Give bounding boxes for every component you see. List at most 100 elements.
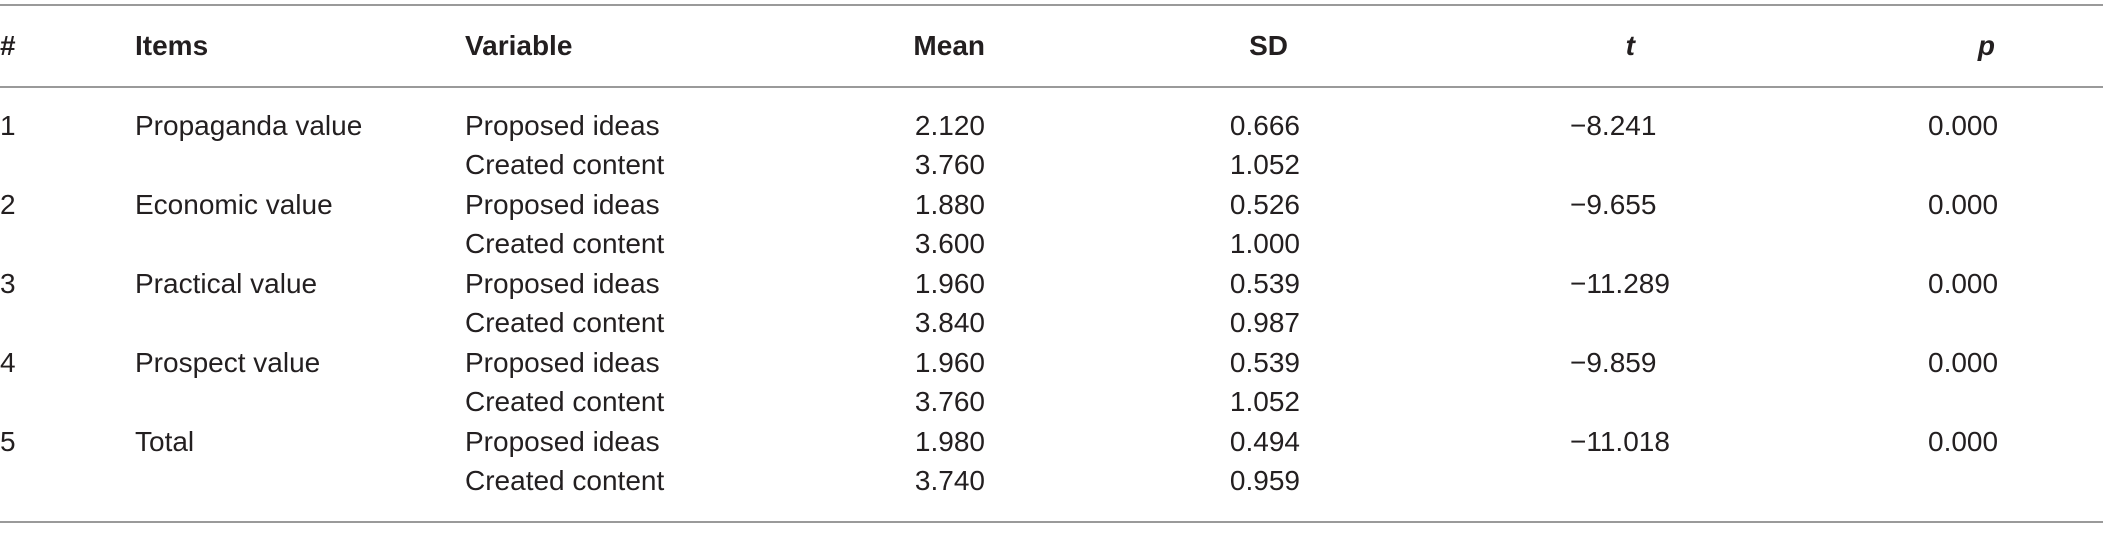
cell-p: 0.000 [1928,346,1999,378]
cell-num [0,225,135,265]
cell-spacer [1998,146,2103,186]
cell-t [1570,304,1655,344]
cell-t [1570,146,1655,186]
table-row: Created content 3.760 1.052 [0,146,2103,186]
cell-spacer [985,87,1225,146]
cell-spacer [1300,462,1570,523]
cell-item [135,383,465,423]
cell-sd: 0.959 [1229,465,1300,497]
header-spacer [1998,5,2103,87]
header-p-label: p [1977,30,1995,61]
cell-spacer [1300,422,1570,462]
header-row: # Items Variable Mean SD t p [0,5,2103,87]
cell-variable: Proposed ideas [465,267,660,299]
cell-spacer [1998,462,2103,523]
cell-p: 0.000 [1928,425,1999,457]
cell-p [1928,383,1998,423]
header-p: p [1928,5,1998,87]
cell-spacer [985,185,1225,225]
header-sd-label: SD [1249,30,1288,61]
cell-sd: 1.000 [1229,228,1300,260]
cell-item [135,146,465,186]
cell-spacer [1998,383,2103,423]
cell-sd: 0.987 [1229,307,1300,339]
cell-spacer [1998,304,2103,344]
cell-spacer [985,304,1225,344]
cell-spacer [1998,422,2103,462]
header-spacer [985,5,1225,87]
cell-num: 5 [0,425,16,457]
header-items: Items [135,30,209,61]
cell-spacer [1655,343,1928,383]
cell-spacer [1655,462,1928,523]
cell-spacer [1300,87,1570,146]
cell-t [1570,462,1655,523]
table-row: Created content 3.740 0.959 [0,462,2103,523]
cell-spacer [1655,225,1928,265]
cell-p: 0.000 [1928,109,1999,141]
cell-item: Economic value [135,188,333,220]
cell-spacer [1655,304,1928,344]
cell-p [1928,225,1998,265]
table-row: 2 Economic value Proposed ideas 1.880 0.526 −… [0,185,2103,225]
cell-mean: 1.960 [914,346,985,378]
cell-num: 3 [0,267,16,299]
cell-num [0,383,135,423]
cell-item: Prospect value [135,346,321,378]
cell-spacer [1998,264,2103,304]
cell-variable: Proposed ideas [465,188,660,220]
cell-variable: Proposed ideas [465,425,660,457]
table-row: Created content 3.600 1.000 [0,225,2103,265]
cell-spacer [985,383,1225,423]
table-row: 1 Propaganda value Proposed ideas 2.120 0.66… [0,87,2103,146]
cell-spacer [1300,264,1570,304]
cell-spacer [1300,383,1570,423]
cell-mean: 3.600 [914,228,985,260]
cell-sd: 1.052 [1229,386,1300,418]
header-spacer [1300,5,1570,87]
cell-sd: 0.666 [1229,109,1300,141]
cell-spacer [1655,87,1928,146]
cell-t: −9.655 [1570,188,1657,220]
table-body: 1 Propaganda value Proposed ideas 2.120 0.66… [0,87,2103,522]
cell-mean: 1.960 [914,267,985,299]
cell-t [1570,225,1655,265]
table-row: Created content 3.840 0.987 [0,304,2103,344]
cell-variable: Proposed ideas [465,346,660,378]
cell-num [0,462,135,523]
header-mean: Mean [913,30,985,61]
header-spacer [1655,5,1928,87]
cell-spacer [1998,185,2103,225]
cell-p [1928,304,1998,344]
cell-spacer [985,225,1225,265]
header-variable: Variable [465,30,573,61]
cell-sd: 0.539 [1229,267,1300,299]
cell-mean: 1.880 [914,188,985,220]
cell-p: 0.000 [1928,267,1999,299]
cell-mean: 3.740 [914,465,985,497]
cell-spacer [985,462,1225,523]
cell-t [1570,383,1655,423]
cell-spacer [985,422,1225,462]
cell-spacer [1655,146,1928,186]
cell-sd: 1.052 [1229,149,1300,181]
cell-spacer [1655,264,1928,304]
cell-spacer [1300,225,1570,265]
cell-p: 0.000 [1928,188,1999,220]
table-row: 5 Total Proposed ideas 1.980 0.494 −11.018 0.0… [0,422,2103,462]
cell-spacer [1300,304,1570,344]
cell-t: −8.241 [1570,109,1657,141]
cell-spacer [1300,343,1570,383]
cell-spacer [1998,225,2103,265]
results-table: # Items Variable Mean SD t p 1 Propaganda… [0,4,2103,523]
header-sd: SD [1225,5,1300,87]
cell-mean: 3.760 [914,149,985,181]
cell-sd: 0.494 [1229,425,1300,457]
cell-variable: Created content [465,307,665,339]
cell-item: Practical value [135,267,318,299]
cell-t: −11.289 [1570,267,1670,299]
cell-mean: 3.760 [914,386,985,418]
cell-spacer [1998,343,2103,383]
cell-num: 4 [0,346,16,378]
